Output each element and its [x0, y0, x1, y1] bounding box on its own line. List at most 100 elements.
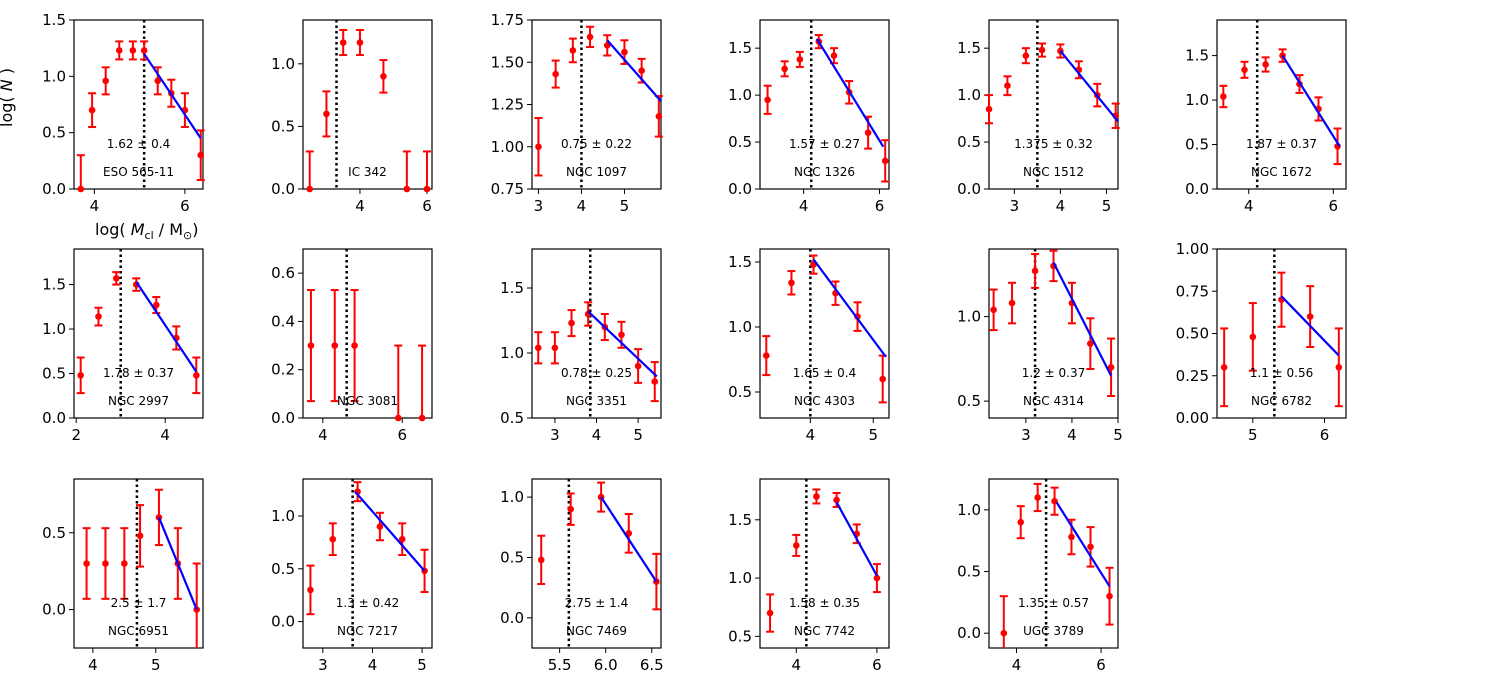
x-tick-label: 4	[577, 197, 587, 215]
x-tick-label: 6	[1096, 656, 1106, 674]
y-tick-label: 0.5	[1185, 136, 1209, 154]
data-point	[398, 535, 406, 543]
y-tick-label: 1.5	[1185, 47, 1209, 65]
axes-frame	[988, 248, 1119, 419]
data-point	[1004, 82, 1011, 90]
slope-label: 2.75 ± 1.4	[565, 596, 629, 610]
x-tick-label: 4	[368, 656, 378, 674]
data-point	[339, 39, 347, 46]
y-tick-label: 1.0	[957, 86, 981, 104]
data-point	[621, 48, 628, 56]
data-point	[1107, 364, 1115, 371]
axes-frame	[531, 19, 662, 190]
galaxy-label: NGC 1097	[566, 165, 627, 179]
y-tick-label: 0.0	[271, 180, 295, 198]
data-point	[552, 70, 559, 78]
data-point	[394, 414, 402, 422]
y-tick-label: 0.0	[1185, 180, 1209, 198]
y-tick-label: 0.5	[42, 124, 66, 142]
axes-frame	[1216, 19, 1347, 190]
slope-label: 1.1 ± 0.56	[1250, 366, 1314, 380]
x-tick-label: 6	[180, 197, 190, 215]
subplot: 5 6 0.00 0.25 0.50 0.75 1.00 1.1 ± 0.56 NGC 6782	[1176, 240, 1347, 444]
galaxy-label: IC 342	[348, 165, 387, 179]
fit-line	[1280, 295, 1340, 357]
data-point	[152, 301, 160, 309]
subplot: 3 4 5 0.75 1.00 1.25 1.50 1.75 0.75 ± 0.22 NGC 10…	[491, 11, 663, 215]
y-tick-label: 0.0	[500, 609, 524, 627]
data-point	[1241, 66, 1248, 74]
axes-frame	[759, 478, 890, 649]
x-tick-label: 4	[1012, 656, 1022, 674]
x-tick-label: 5	[868, 426, 878, 444]
fit-line	[1055, 501, 1111, 587]
axes-frame	[531, 248, 662, 419]
fit-line	[815, 38, 885, 148]
slope-label: 1.375 ± 0.32	[1014, 137, 1093, 151]
data-point	[77, 185, 85, 193]
data-point	[537, 556, 545, 564]
data-point	[102, 560, 109, 567]
fit-line	[1052, 262, 1113, 377]
data-point	[112, 275, 120, 282]
data-point	[764, 96, 771, 104]
x-tick-label: 5	[633, 426, 643, 444]
x-tick-label: 4	[1067, 426, 1077, 444]
data-point	[307, 342, 315, 349]
slope-label: 1.3 ± 0.42	[336, 596, 400, 610]
data-point	[140, 47, 148, 54]
y-tick-label: 1.0	[42, 67, 66, 85]
data-point	[788, 279, 795, 287]
subplot: 4 6 0.0 0.5 1.0 1.5 1.62 ± 0.4 ESO 565-11	[42, 11, 205, 215]
y-tick-label: 0.0	[957, 624, 981, 642]
y-tick-label: 0.0	[42, 409, 66, 427]
fit-line	[606, 39, 662, 102]
y-tick-label: 1.0	[1185, 91, 1209, 109]
data-point	[655, 113, 663, 120]
subplot: 4 5 0.5 1.0 1.5 1.65 ± 0.4 NGC 4303	[728, 248, 890, 444]
x-tick-label: 6.5	[640, 656, 664, 674]
galaxy-label: NGC 6782	[1251, 394, 1312, 408]
galaxy-label: NGC 1672	[1251, 165, 1312, 179]
x-tick-label: 3	[318, 656, 328, 674]
data-point	[813, 493, 820, 500]
data-point	[1262, 61, 1269, 68]
subplot: 3 4 5 0.0 0.5 1.0 1.5 1.375 ± 0.32 NGC 1512	[957, 19, 1120, 215]
x-tick-label: 5	[1102, 197, 1112, 215]
axes-frame	[988, 478, 1119, 649]
y-tick-label: 1.0	[728, 569, 752, 587]
subplot: 4 6 0.0 0.5 1.0 1.35 ± 0.57 UGC 3789	[957, 478, 1119, 674]
data-point	[1022, 52, 1030, 59]
galaxy-label: NGC 3081	[337, 394, 398, 408]
data-point	[129, 47, 137, 54]
data-point	[651, 378, 659, 385]
y-tick-label: 1.0	[271, 507, 295, 525]
galaxy-label: NGC 2997	[108, 394, 169, 408]
slope-label: 1.57 ± 0.27	[789, 137, 860, 151]
y-tick-label: 1.0	[957, 501, 981, 519]
y-tick-label: 1.0	[271, 55, 295, 73]
y-tick-label: 1.0	[728, 86, 752, 104]
data-point	[634, 362, 642, 370]
data-point	[418, 414, 426, 422]
y-tick-label: 0.5	[500, 548, 524, 566]
y-tick-label: 1.5	[728, 511, 752, 529]
data-point	[881, 157, 889, 165]
slope-label: 1.65 ± 0.4	[793, 366, 857, 380]
y-tick-label: 0.5	[957, 133, 981, 151]
subplot: 2 4 0.0 0.5 1.0 1.5 1.78 ± 0.37 NGC 2997	[42, 248, 204, 444]
data-point	[351, 342, 358, 349]
x-tick-label: 6.0	[594, 656, 618, 674]
galaxy-label: NGC 4314	[1023, 394, 1084, 408]
y-tick-label: 0.5	[500, 409, 524, 427]
subplot: 3 4 5 0.5 1.0 1.2 ± 0.37 NGC 4314	[957, 248, 1123, 444]
data-point	[873, 574, 881, 582]
x-tick-label: 4	[1244, 197, 1254, 215]
data-point	[102, 77, 109, 85]
x-tick-label: 3	[534, 197, 544, 215]
data-point	[380, 73, 387, 80]
y-tick-label: 0.5	[728, 383, 752, 401]
x-tick-label: 4	[160, 426, 170, 444]
x-tick-label: 4	[799, 197, 809, 215]
fit-line	[600, 496, 658, 583]
